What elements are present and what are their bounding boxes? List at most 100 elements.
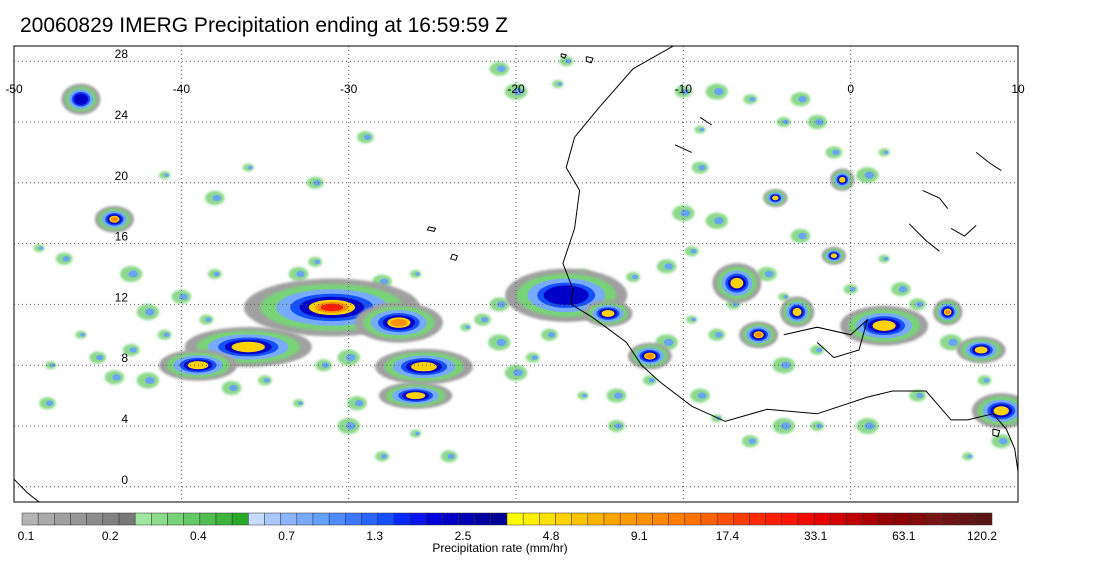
precip-cell-core	[247, 165, 253, 170]
colorbar-swatch	[846, 512, 863, 526]
precip-cell-core	[883, 150, 889, 155]
coastline-cape-verde-2	[450, 253, 459, 261]
coastline-canary-2	[560, 53, 567, 59]
precip-storm-layer	[405, 392, 426, 400]
precip-cell-core	[38, 246, 44, 250]
colorbar-swatch	[183, 512, 201, 526]
precip-cell-core	[816, 347, 823, 353]
precip-cell-core	[782, 119, 789, 125]
precip-storm-layer	[601, 310, 615, 318]
precip-cell-core	[164, 173, 170, 177]
colorbar-swatch	[555, 512, 572, 526]
precip-cell-core	[531, 355, 538, 360]
precip-cell-core	[354, 400, 364, 407]
colorbar-swatch	[118, 512, 136, 526]
colorbar-swatch	[86, 512, 104, 526]
colorbar-swatch	[765, 512, 783, 526]
colorbar-swatch	[215, 512, 233, 526]
precip-cell-core	[967, 454, 973, 459]
precip-cell-core	[714, 217, 724, 225]
coastline-sahara-fragment-6	[674, 144, 692, 153]
colorbar-swatch	[458, 512, 475, 526]
precip-scatter-layer	[33, 56, 1012, 463]
colorbar-swatch	[603, 512, 621, 526]
coastline-sahara-fragment-5	[699, 116, 713, 126]
colorbar-tick-label: 120.2	[967, 529, 997, 543]
colorbar-swatch	[910, 512, 928, 526]
precip-cell-core	[614, 392, 623, 399]
precip-storm-layer	[754, 332, 763, 338]
precip-cell-core	[648, 378, 655, 383]
colorbar-swatch	[862, 512, 880, 526]
colorbar-swatch	[684, 512, 702, 526]
colorbar-tick-label: 33.1	[804, 529, 828, 543]
precip-cell-core	[557, 82, 563, 86]
colorbar-swatch	[102, 512, 120, 526]
colorbar-swatch	[539, 512, 556, 526]
precip-cell-core	[129, 347, 137, 353]
coastline-south-america	[14, 477, 40, 502]
colorbar-swatch	[248, 512, 265, 526]
colorbar-swatch	[361, 512, 378, 526]
coastline-sahara-fragment-1	[922, 189, 949, 209]
precip-cell-core	[663, 338, 674, 346]
colorbar-swatch	[37, 512, 55, 526]
precip-storm-layer	[792, 307, 802, 317]
precip-cell-core	[898, 286, 908, 293]
precip-cell-core	[112, 374, 121, 381]
precip-cell-core	[379, 278, 389, 285]
precip-cell-core	[698, 164, 706, 171]
coastline-canary-1	[585, 56, 594, 64]
plot-area	[14, 46, 1018, 502]
lon-tick-label: -20	[507, 82, 525, 96]
precip-cell-core	[415, 272, 420, 276]
precip-cell-core	[798, 96, 807, 103]
colorbar-swatch	[749, 512, 766, 526]
colorbar-swatch	[959, 512, 977, 526]
colorbar-swatch	[134, 512, 152, 526]
precip-cell-core	[864, 422, 875, 430]
precip-cell-core	[145, 308, 155, 316]
colorbar-swatch	[636, 512, 653, 526]
precip-cell-core	[264, 378, 270, 383]
colorbar-swatch	[296, 512, 314, 526]
precip-cell-core	[513, 369, 523, 377]
precip-cell-core	[128, 270, 138, 278]
precip-storm-layer	[944, 309, 951, 315]
colorbar-swatch	[231, 512, 249, 526]
gridlines	[14, 46, 1018, 502]
precip-cell-core	[664, 263, 673, 270]
precip-storm-layer	[390, 318, 408, 327]
colorbar-tick-label: 9.1	[631, 529, 648, 543]
colorbar-swatch	[797, 512, 815, 526]
colorbar-swatch	[878, 512, 896, 526]
precip-cell-core	[50, 363, 56, 368]
colorbar-swatch	[328, 512, 346, 526]
coastlines	[14, 46, 1018, 502]
colorbar-swatch	[716, 512, 734, 526]
colorbar-tick-labels: 0.1 0.2 0.4 0.7 1.3 2.5 4.8 9.1 17.4 33.1 63.1 120.…	[18, 529, 998, 543]
colorbar-swatch	[21, 512, 39, 526]
precip-cell-core	[783, 295, 789, 299]
colorbar-swatch	[70, 512, 87, 526]
precip-cell-core	[916, 392, 924, 399]
precip-cell-core	[732, 302, 739, 307]
precip-cell-core	[465, 325, 471, 330]
colorbar-tick-label: 17.4	[716, 529, 740, 543]
precip-cell-core	[179, 293, 188, 300]
precip-cell-core	[815, 118, 824, 126]
precip-storm-layer	[543, 285, 589, 306]
colorbar-swatch	[167, 512, 184, 526]
colorbar-swatch	[571, 512, 589, 526]
precip-cell-core	[296, 270, 305, 278]
precip-cell-core	[497, 65, 506, 72]
colorbar-swatch	[700, 512, 718, 526]
colorbar-tick-label: 4.8	[543, 529, 560, 543]
precip-storm-layer	[411, 362, 437, 372]
lat-tick-label: 8	[121, 351, 128, 365]
precip-storm-layer	[872, 320, 896, 331]
lon-tick-label: -40	[173, 82, 191, 96]
colorbar-swatch	[280, 512, 298, 526]
precip-cell-core	[45, 400, 54, 406]
